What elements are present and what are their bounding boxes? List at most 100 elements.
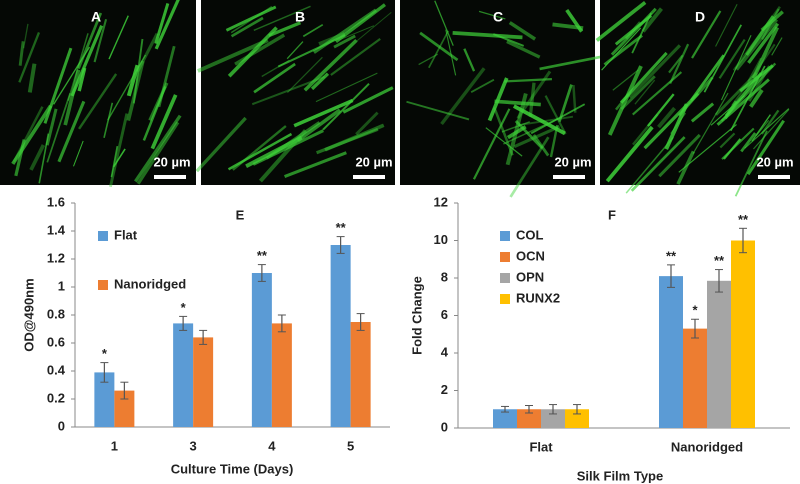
fiber bbox=[296, 108, 341, 143]
bar bbox=[541, 409, 565, 428]
panel-label: C bbox=[493, 9, 503, 25]
y-tick-label: 0.8 bbox=[47, 306, 65, 321]
fiber bbox=[506, 40, 541, 59]
fiber bbox=[572, 84, 577, 113]
fiber bbox=[338, 25, 375, 41]
fiber bbox=[63, 69, 81, 126]
fiber bbox=[227, 132, 293, 171]
panel-label: A bbox=[91, 9, 101, 25]
fiber bbox=[714, 72, 758, 116]
fiber bbox=[303, 39, 358, 92]
fiber bbox=[558, 84, 573, 123]
fiber bbox=[132, 38, 144, 104]
fiber bbox=[755, 120, 770, 137]
x-tick-label: 1 bbox=[111, 438, 118, 453]
chart-title: F bbox=[608, 207, 616, 222]
fiber bbox=[356, 11, 392, 42]
fiber bbox=[197, 38, 269, 73]
x-tick-label: Flat bbox=[529, 439, 553, 454]
fiber bbox=[18, 41, 25, 66]
bar bbox=[731, 240, 755, 428]
fiber bbox=[18, 32, 41, 83]
fiber bbox=[29, 144, 46, 171]
fiber bbox=[643, 92, 700, 150]
fiber bbox=[134, 114, 182, 183]
fiber bbox=[494, 99, 541, 107]
fiber bbox=[723, 138, 742, 160]
fiber bbox=[749, 88, 764, 108]
fiber bbox=[302, 23, 324, 38]
fiber bbox=[630, 136, 686, 192]
bar bbox=[659, 276, 683, 428]
fiber bbox=[470, 78, 495, 93]
panel-label: D bbox=[695, 9, 705, 25]
fiber bbox=[518, 115, 574, 127]
fiber bbox=[154, 3, 170, 45]
fiber bbox=[472, 108, 511, 180]
fiber bbox=[718, 38, 746, 79]
scale-label: 20 µm bbox=[153, 154, 190, 169]
fiber bbox=[668, 54, 684, 74]
fiber bbox=[406, 100, 470, 121]
fiber bbox=[333, 34, 356, 49]
fiber bbox=[751, 26, 780, 80]
y-tick-label: 4 bbox=[441, 344, 449, 359]
fiber bbox=[676, 150, 695, 185]
fiber bbox=[434, 0, 454, 46]
fiber bbox=[286, 56, 323, 94]
panel-label: B bbox=[295, 9, 305, 25]
y-tick-label: 6 bbox=[441, 307, 448, 322]
bar bbox=[330, 245, 351, 427]
x-tick-label: 4 bbox=[268, 438, 276, 453]
legend-label: COL bbox=[516, 227, 544, 242]
legend-swatch bbox=[98, 280, 108, 290]
fiber bbox=[603, 34, 643, 66]
bar bbox=[350, 322, 371, 427]
fiber bbox=[136, 32, 159, 73]
fiber bbox=[93, 18, 108, 63]
fiber bbox=[752, 108, 790, 150]
fiber bbox=[268, 21, 302, 38]
y-tick-label: 1.4 bbox=[47, 222, 66, 237]
fiber bbox=[11, 104, 53, 165]
fiber bbox=[720, 35, 752, 101]
fiber bbox=[355, 111, 379, 136]
fiber bbox=[744, 108, 790, 149]
fiber bbox=[440, 67, 486, 126]
fiber bbox=[126, 64, 140, 97]
fiber bbox=[312, 8, 377, 54]
fiber bbox=[234, 33, 286, 66]
fiber bbox=[418, 53, 438, 66]
bar bbox=[251, 273, 272, 427]
fiber bbox=[27, 63, 37, 93]
y-tick-label: 10 bbox=[434, 232, 448, 247]
fiber bbox=[771, 37, 783, 56]
scale-label: 20 µm bbox=[756, 154, 793, 169]
fiber bbox=[230, 16, 264, 38]
fiber bbox=[530, 103, 586, 135]
fiber bbox=[657, 106, 677, 129]
fiber bbox=[620, 75, 656, 111]
fiber bbox=[78, 73, 118, 130]
fiber bbox=[734, 18, 779, 71]
fiber bbox=[136, 121, 180, 185]
fiber bbox=[501, 121, 531, 133]
bar bbox=[683, 328, 707, 428]
fiber bbox=[487, 77, 509, 122]
fiber bbox=[691, 10, 722, 59]
x-tick-label: 5 bbox=[347, 438, 354, 453]
fiber bbox=[506, 125, 527, 140]
fiber bbox=[225, 5, 277, 32]
fiber bbox=[195, 116, 247, 173]
fiber bbox=[310, 72, 330, 91]
bar bbox=[493, 409, 517, 428]
fiber bbox=[253, 5, 311, 32]
fiber bbox=[428, 30, 450, 69]
fiber bbox=[715, 3, 738, 47]
fiber bbox=[740, 132, 757, 153]
fiber bbox=[734, 130, 768, 197]
fiber bbox=[747, 57, 762, 82]
scale-label: 20 µm bbox=[554, 154, 591, 169]
y-axis-label: OD@490nm bbox=[21, 278, 36, 351]
bar bbox=[173, 323, 194, 427]
